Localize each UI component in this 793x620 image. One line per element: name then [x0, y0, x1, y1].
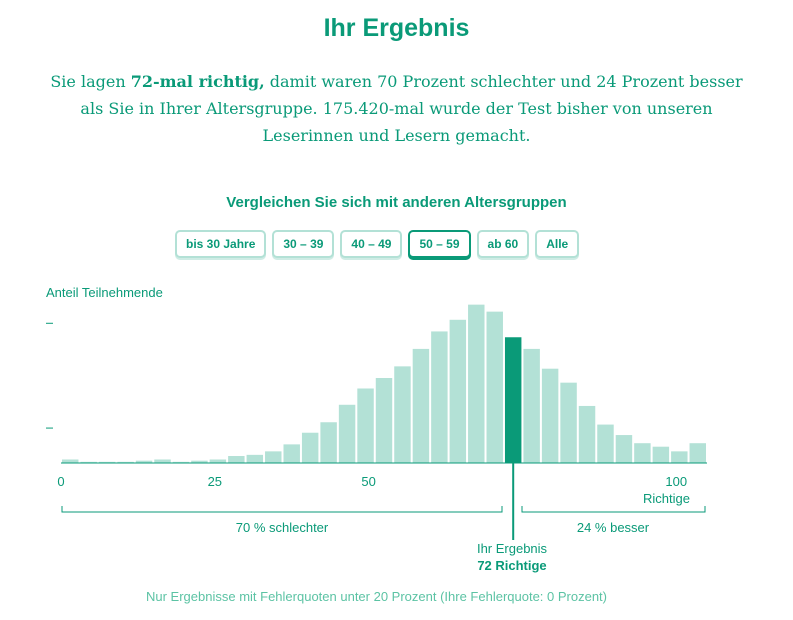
histogram-bar — [265, 451, 282, 463]
age-button-50-59[interactable]: 50 – 59 — [408, 230, 471, 258]
summary-text-start: Sie lagen — [50, 72, 131, 91]
histogram-bar — [578, 405, 596, 463]
histogram-bar — [652, 446, 670, 463]
result-annotation-label: Ihr Ergebnis — [477, 541, 548, 556]
age-group-selector: bis 30 Jahre 30 – 39 40 – 49 50 – 59 ab … — [175, 230, 580, 258]
y-axis-label: Anteil Teilnehmende — [46, 285, 163, 300]
histogram-bar — [375, 378, 393, 463]
histogram-bar — [209, 459, 227, 463]
histogram-chart: 0 25 50 100 Richtige 70 % schlechter 24 % b… — [46, 304, 707, 573]
age-button-60-plus[interactable]: ab 60 — [476, 230, 530, 258]
histogram-bar — [228, 456, 245, 463]
histogram-bar — [117, 461, 134, 463]
histogram-bar — [412, 348, 430, 463]
histogram-bar — [541, 368, 559, 463]
histogram-bar — [615, 435, 633, 463]
histogram-bar — [191, 460, 208, 463]
histogram-bar — [301, 432, 319, 463]
histogram-bar — [394, 366, 411, 463]
x-tick-label: 100 — [665, 474, 687, 489]
histogram-bar — [449, 319, 467, 463]
summary-correct-count: 72-mal richtig, — [130, 72, 265, 91]
histogram-bar — [689, 443, 706, 463]
histogram-bar — [80, 461, 97, 463]
age-button-all[interactable]: Alle — [535, 230, 580, 258]
histogram-bar — [283, 444, 300, 463]
better-label: 24 % besser — [577, 520, 650, 535]
result-summary: Sie lagen 72-mal richtig, damit waren 70… — [50, 68, 743, 149]
age-button-under-30[interactable]: bis 30 Jahre — [175, 230, 267, 258]
age-button-30-39[interactable]: 30 – 39 — [272, 230, 335, 258]
histogram-bar — [98, 461, 116, 463]
footnote: Nur Ergebnisse mit Fehlerquoten unter 20… — [145, 589, 608, 604]
x-tick-label: 25 — [208, 474, 222, 489]
histogram-bar — [486, 311, 503, 463]
worse-label: 70 % schlechter — [236, 520, 329, 535]
histogram-bar — [135, 460, 153, 463]
histogram-bar — [320, 422, 337, 463]
worse-bracket — [61, 506, 503, 513]
histogram-bar — [62, 459, 79, 463]
better-bracket — [521, 506, 706, 513]
histogram-bar — [560, 382, 577, 463]
x-tick-label: 50 — [361, 474, 375, 489]
histogram-bar — [357, 388, 374, 463]
histogram-bar — [246, 454, 264, 463]
x-axis-label: Richtige — [643, 491, 690, 506]
age-button-40-49[interactable]: 40 – 49 — [340, 230, 403, 258]
histogram-bar — [431, 331, 448, 463]
histogram-bar — [634, 443, 651, 463]
histogram-bar — [671, 451, 688, 463]
result-annotation-value: 72 Richtige — [477, 558, 546, 573]
histogram-bar — [338, 404, 356, 463]
histogram-bar-highlighted — [504, 337, 522, 463]
histogram-bar — [154, 459, 171, 463]
histogram-bar — [597, 424, 614, 463]
histogram-bar — [523, 348, 540, 463]
page-title: Ihr Ergebnis — [323, 14, 470, 42]
summary-text-end: damit waren 70 Prozent schlechter und 24… — [80, 72, 743, 145]
x-tick-label: 0 — [57, 474, 64, 489]
histogram-bar — [172, 461, 190, 463]
histogram-bar — [468, 304, 485, 463]
compare-heading: Vergleichen Sie sich mit anderen Altersg… — [226, 194, 567, 211]
